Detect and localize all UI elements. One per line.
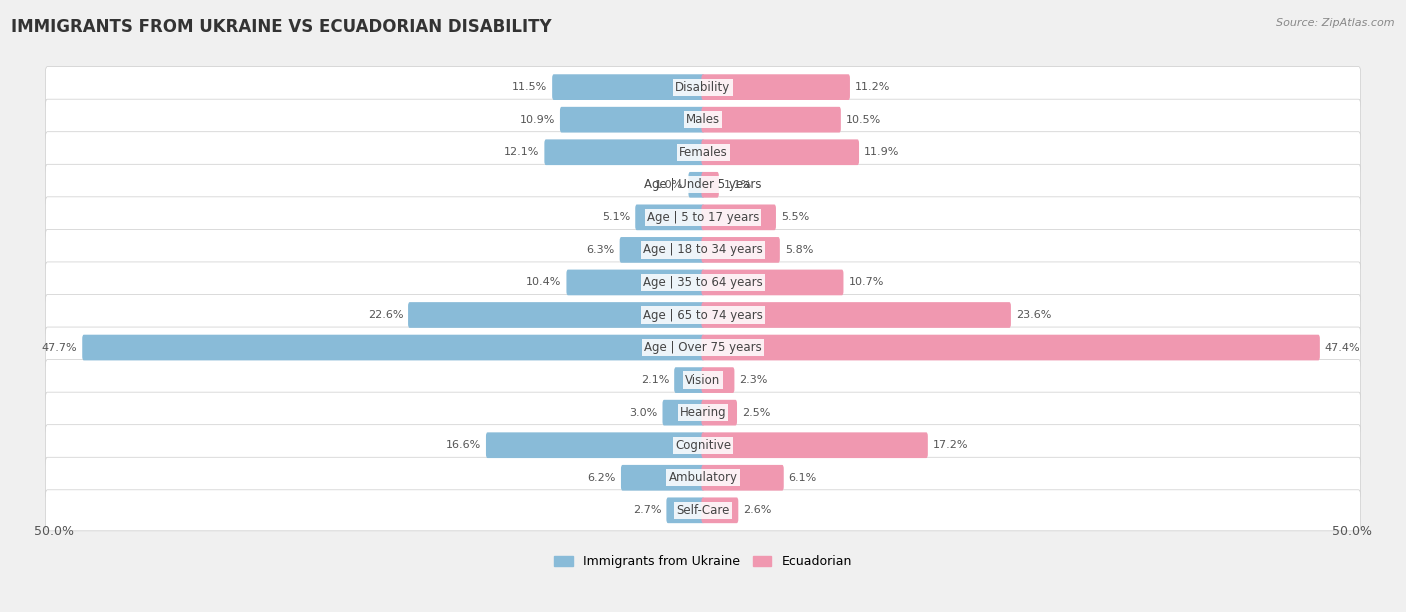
FancyBboxPatch shape [702, 237, 780, 263]
FancyBboxPatch shape [45, 132, 1361, 173]
Text: 47.4%: 47.4% [1324, 343, 1361, 353]
Text: 2.6%: 2.6% [744, 506, 772, 515]
FancyBboxPatch shape [45, 99, 1361, 140]
FancyBboxPatch shape [702, 367, 734, 393]
FancyBboxPatch shape [553, 74, 704, 100]
FancyBboxPatch shape [45, 230, 1361, 271]
Text: 50.0%: 50.0% [1331, 525, 1372, 538]
FancyBboxPatch shape [408, 302, 704, 328]
FancyBboxPatch shape [702, 302, 1011, 328]
FancyBboxPatch shape [702, 400, 737, 425]
FancyBboxPatch shape [702, 498, 738, 523]
FancyBboxPatch shape [486, 432, 704, 458]
Text: Self-Care: Self-Care [676, 504, 730, 517]
Text: 6.1%: 6.1% [789, 472, 817, 483]
Text: 5.8%: 5.8% [785, 245, 813, 255]
Text: 50.0%: 50.0% [34, 525, 75, 538]
Text: 3.0%: 3.0% [630, 408, 658, 417]
FancyBboxPatch shape [45, 392, 1361, 433]
FancyBboxPatch shape [662, 400, 704, 425]
Text: 6.3%: 6.3% [586, 245, 614, 255]
Text: Age | Over 75 years: Age | Over 75 years [644, 341, 762, 354]
FancyBboxPatch shape [45, 360, 1361, 401]
FancyBboxPatch shape [45, 490, 1361, 531]
FancyBboxPatch shape [702, 140, 859, 165]
FancyBboxPatch shape [45, 294, 1361, 335]
Text: 5.5%: 5.5% [780, 212, 808, 222]
Text: Hearing: Hearing [679, 406, 727, 419]
FancyBboxPatch shape [702, 432, 928, 458]
Text: 10.9%: 10.9% [520, 114, 555, 125]
FancyBboxPatch shape [544, 140, 704, 165]
Text: Age | 5 to 17 years: Age | 5 to 17 years [647, 211, 759, 224]
Text: 11.2%: 11.2% [855, 82, 890, 92]
Text: 17.2%: 17.2% [932, 440, 969, 450]
Text: Ambulatory: Ambulatory [668, 471, 738, 484]
Text: 23.6%: 23.6% [1017, 310, 1052, 320]
FancyBboxPatch shape [666, 498, 704, 523]
Text: Age | 65 to 74 years: Age | 65 to 74 years [643, 308, 763, 321]
FancyBboxPatch shape [702, 172, 718, 198]
FancyBboxPatch shape [45, 262, 1361, 303]
FancyBboxPatch shape [702, 335, 1320, 360]
Text: 1.0%: 1.0% [655, 180, 683, 190]
Text: Age | 18 to 34 years: Age | 18 to 34 years [643, 244, 763, 256]
FancyBboxPatch shape [45, 67, 1361, 108]
FancyBboxPatch shape [45, 327, 1361, 368]
FancyBboxPatch shape [702, 74, 851, 100]
FancyBboxPatch shape [689, 172, 704, 198]
FancyBboxPatch shape [567, 270, 704, 296]
Text: 2.5%: 2.5% [742, 408, 770, 417]
Text: Age | Under 5 years: Age | Under 5 years [644, 178, 762, 192]
FancyBboxPatch shape [45, 425, 1361, 466]
Text: 2.7%: 2.7% [633, 506, 661, 515]
FancyBboxPatch shape [82, 335, 704, 360]
Text: 10.4%: 10.4% [526, 277, 561, 288]
Text: Disability: Disability [675, 81, 731, 94]
Text: 10.5%: 10.5% [846, 114, 882, 125]
Text: 1.1%: 1.1% [724, 180, 752, 190]
Text: Females: Females [679, 146, 727, 159]
FancyBboxPatch shape [621, 465, 704, 491]
Text: 2.1%: 2.1% [641, 375, 669, 385]
Text: 12.1%: 12.1% [505, 147, 540, 157]
Text: Males: Males [686, 113, 720, 126]
FancyBboxPatch shape [702, 107, 841, 133]
Text: 16.6%: 16.6% [446, 440, 481, 450]
FancyBboxPatch shape [45, 457, 1361, 498]
FancyBboxPatch shape [620, 237, 704, 263]
Text: IMMIGRANTS FROM UKRAINE VS ECUADORIAN DISABILITY: IMMIGRANTS FROM UKRAINE VS ECUADORIAN DI… [11, 18, 553, 36]
FancyBboxPatch shape [675, 367, 704, 393]
Text: 22.6%: 22.6% [367, 310, 404, 320]
Text: 5.1%: 5.1% [602, 212, 630, 222]
Text: 47.7%: 47.7% [42, 343, 77, 353]
FancyBboxPatch shape [702, 465, 783, 491]
Text: Vision: Vision [685, 373, 721, 387]
FancyBboxPatch shape [45, 164, 1361, 205]
FancyBboxPatch shape [702, 270, 844, 296]
Text: 2.3%: 2.3% [740, 375, 768, 385]
Text: 11.9%: 11.9% [863, 147, 900, 157]
Text: 6.2%: 6.2% [588, 472, 616, 483]
Text: Age | 35 to 64 years: Age | 35 to 64 years [643, 276, 763, 289]
FancyBboxPatch shape [702, 204, 776, 230]
Text: Source: ZipAtlas.com: Source: ZipAtlas.com [1277, 18, 1395, 28]
Legend: Immigrants from Ukraine, Ecuadorian: Immigrants from Ukraine, Ecuadorian [550, 550, 856, 573]
FancyBboxPatch shape [560, 107, 704, 133]
FancyBboxPatch shape [45, 197, 1361, 238]
Text: 11.5%: 11.5% [512, 82, 547, 92]
Text: 10.7%: 10.7% [848, 277, 884, 288]
Text: Cognitive: Cognitive [675, 439, 731, 452]
FancyBboxPatch shape [636, 204, 704, 230]
